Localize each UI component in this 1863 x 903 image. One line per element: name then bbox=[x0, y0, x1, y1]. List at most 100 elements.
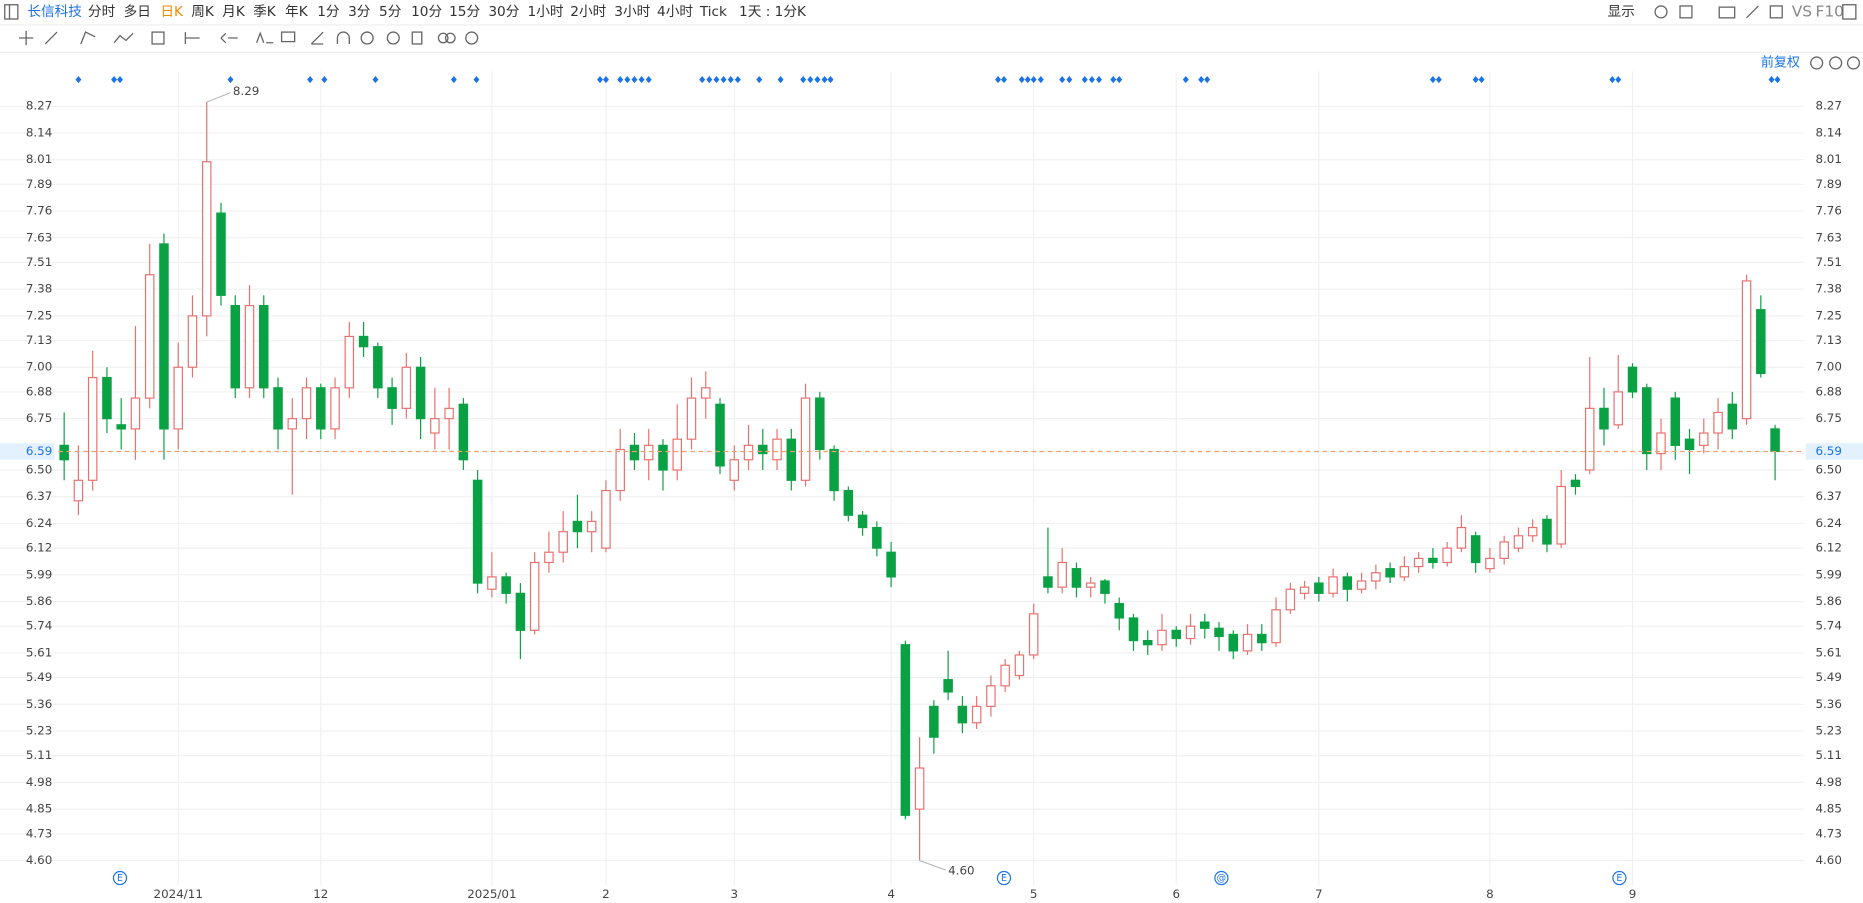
symbol-name[interactable]: 长信科技 bbox=[27, 4, 82, 20]
candle bbox=[259, 295, 269, 399]
candle bbox=[1456, 515, 1467, 553]
delete-tool[interactable] bbox=[411, 31, 423, 45]
wave-tool[interactable] bbox=[113, 32, 134, 44]
y-tick-label: 8.01 bbox=[26, 152, 52, 166]
period-tab[interactable]: 2小时 bbox=[570, 4, 606, 20]
period-tab[interactable]: 月K bbox=[222, 4, 246, 20]
period-tab[interactable]: 日K bbox=[160, 4, 184, 20]
candle-body bbox=[729, 459, 740, 481]
candle bbox=[187, 295, 198, 378]
candle bbox=[130, 326, 141, 460]
event-icon[interactable] bbox=[996, 870, 1012, 886]
note-tool[interactable] bbox=[280, 31, 296, 43]
measure-tool[interactable] bbox=[184, 32, 200, 44]
fullscreen-icon[interactable] bbox=[1769, 5, 1783, 19]
event-icon[interactable] bbox=[112, 870, 128, 886]
candle bbox=[1670, 391, 1681, 460]
period-tab[interactable]: 1小时 bbox=[528, 4, 564, 20]
candle-body bbox=[1642, 387, 1652, 455]
period-tab[interactable]: 年K bbox=[285, 4, 309, 20]
candle-body bbox=[59, 444, 69, 461]
candle-body bbox=[130, 397, 141, 430]
move-tool[interactable] bbox=[19, 30, 34, 46]
candle-body bbox=[544, 551, 554, 564]
arrow-tool[interactable] bbox=[220, 32, 238, 44]
line-tool[interactable] bbox=[44, 31, 58, 45]
y-tick-label-right: 5.61 bbox=[1815, 645, 1841, 659]
candle-body bbox=[1128, 617, 1139, 642]
period-tab[interactable]: 季K bbox=[253, 4, 277, 20]
candle-body bbox=[1271, 609, 1281, 644]
y-tick-label-right: 5.49 bbox=[1815, 670, 1841, 684]
candle-body bbox=[472, 479, 483, 584]
text-tool[interactable] bbox=[256, 31, 274, 44]
settings-icon[interactable] bbox=[1654, 5, 1668, 19]
candle bbox=[1157, 613, 1167, 651]
vs-button[interactable]: VS bbox=[1792, 2, 1812, 20]
eye-tool[interactable] bbox=[386, 31, 400, 45]
y-tick-label: 6.50 bbox=[26, 463, 52, 477]
period-tab[interactable]: 周K bbox=[191, 4, 215, 20]
candle bbox=[487, 552, 497, 598]
event-diamond[interactable] bbox=[1081, 76, 1088, 84]
candle bbox=[144, 243, 155, 409]
y-tick-label-right: 5.23 bbox=[1815, 724, 1841, 738]
zoom-out-icon[interactable] bbox=[1829, 56, 1843, 70]
period-tab[interactable]: 4小时 bbox=[657, 4, 693, 20]
reset-icon[interactable] bbox=[1810, 56, 1824, 70]
zoom-in-icon[interactable] bbox=[1846, 56, 1861, 70]
candle bbox=[1028, 603, 1039, 660]
candle bbox=[387, 377, 397, 425]
adjust-mode[interactable]: 前复权 bbox=[1761, 54, 1800, 70]
period-tab[interactable]: 10分 bbox=[411, 4, 442, 20]
hide-tool[interactable] bbox=[360, 31, 374, 45]
event-diamond[interactable] bbox=[1182, 76, 1189, 84]
event-diamond[interactable] bbox=[1066, 76, 1073, 84]
range-selector[interactable]: 1天 : 1分K bbox=[739, 4, 807, 20]
candle-body bbox=[786, 438, 797, 481]
candle-body bbox=[1756, 309, 1766, 375]
tool-settings[interactable] bbox=[465, 31, 479, 45]
pen-icon[interactable] bbox=[1746, 5, 1759, 19]
candle-body bbox=[658, 444, 668, 471]
x-tick-label: 6 bbox=[1172, 887, 1180, 901]
period-tab[interactable]: 多日 bbox=[124, 3, 151, 20]
period-tab[interactable]: 分时 bbox=[88, 4, 116, 20]
event-diamond[interactable] bbox=[1204, 76, 1211, 84]
event-diamond[interactable] bbox=[1198, 76, 1205, 84]
period-tab[interactable]: 5分 bbox=[379, 4, 402, 20]
panel-toggle[interactable] bbox=[1842, 4, 1857, 20]
event-icon[interactable] bbox=[1612, 870, 1627, 886]
x-tick-label: 4 bbox=[887, 887, 895, 901]
angle-tool[interactable] bbox=[310, 31, 324, 45]
candle bbox=[1043, 527, 1053, 594]
layout-icon[interactable] bbox=[1679, 5, 1693, 19]
display-menu[interactable]: 显示 bbox=[1608, 4, 1635, 20]
candle bbox=[444, 387, 454, 450]
link-tool[interactable] bbox=[437, 32, 449, 44]
y-tick-label-right: 4.98 bbox=[1815, 775, 1841, 789]
channel-tool[interactable] bbox=[80, 31, 96, 45]
period-tab[interactable]: Tick bbox=[699, 4, 727, 20]
event-icon[interactable] bbox=[1214, 870, 1229, 886]
pattern-tool[interactable] bbox=[151, 31, 165, 45]
sidebar-toggle[interactable] bbox=[4, 4, 19, 20]
period-tab[interactable]: 3小时 bbox=[614, 4, 650, 20]
candle-body bbox=[686, 397, 697, 440]
candle-body bbox=[629, 444, 640, 461]
candle bbox=[1200, 613, 1210, 639]
y-tick-label-right: 6.12 bbox=[1815, 541, 1841, 555]
candle bbox=[943, 650, 953, 701]
candle-body bbox=[1627, 366, 1638, 393]
candle-body bbox=[800, 397, 811, 481]
y-tick-label: 6.12 bbox=[26, 541, 52, 555]
y-tick-label-right: 7.00 bbox=[1815, 360, 1841, 374]
magnet-tool[interactable] bbox=[336, 31, 350, 44]
period-tab[interactable]: 30分 bbox=[488, 4, 519, 20]
candle bbox=[358, 322, 369, 357]
f10-button[interactable]: F10 bbox=[1815, 2, 1844, 20]
period-tab[interactable]: 15分 bbox=[449, 4, 480, 20]
period-tab[interactable]: 3分 bbox=[348, 4, 371, 20]
period-tab[interactable]: 1分 bbox=[317, 4, 340, 20]
camera-icon[interactable] bbox=[1718, 6, 1736, 19]
